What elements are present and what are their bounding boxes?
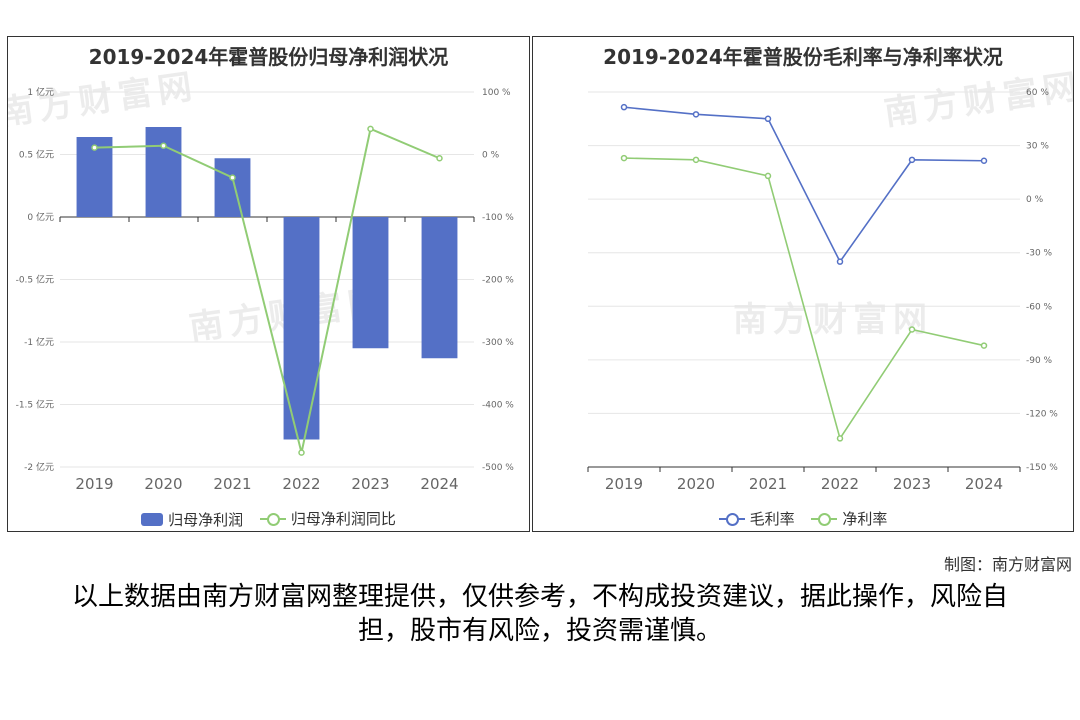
y-tick-label-right: 100 %	[482, 88, 511, 98]
y-tick-label-left: -2 亿元	[24, 461, 54, 473]
y-tick-label-left: 0 亿元	[27, 211, 54, 223]
data-point	[836, 258, 844, 265]
y-tick-label-right: 30 %	[1026, 142, 1049, 152]
x-tick-label: 2020	[677, 475, 715, 493]
y-tick-label-left: -0.5 亿元	[16, 274, 54, 286]
data-point	[764, 172, 772, 180]
bar	[145, 127, 182, 217]
y-tick-label-right: -500 %	[482, 463, 514, 473]
chart-credit: 制图：南方财富网	[943, 555, 1072, 574]
data-point	[620, 103, 628, 111]
x-tick-label: 2024	[965, 475, 1003, 493]
y-tick-label-right: -90 %	[1026, 356, 1053, 366]
data-point	[908, 326, 916, 333]
legend-label: 归母净利润	[168, 510, 244, 529]
data-point	[229, 174, 236, 181]
x-tick-label: 2019	[75, 475, 113, 493]
margin-chart: -150 % -120 % -90 % -60 % -30 % 0 % 30 % 60 % 20…	[587, 88, 1058, 493]
x-tick-label: 2020	[144, 475, 182, 493]
data-point	[436, 155, 443, 162]
data-point	[692, 111, 700, 118]
bar	[352, 217, 389, 349]
y-tick-label-left: -1 亿元	[24, 336, 54, 348]
data-point	[980, 342, 988, 349]
net-profit-chart-panel: 南方财富网 南方财富网 2019-2024年霍普股份归母净利润状况 -2 亿元-…	[7, 36, 530, 532]
y-tick-label-right: -200 %	[482, 276, 514, 286]
legend-item-gross-margin[interactable]: 毛利率	[718, 508, 795, 529]
y-tick-label-right: 60 %	[1026, 88, 1049, 98]
data-point	[367, 125, 374, 133]
data-point	[298, 449, 305, 456]
x-tick-label: 2021	[749, 475, 787, 493]
y-tick-label-right: -400 %	[482, 401, 514, 411]
series-line-yoy	[94, 127, 440, 453]
chart-title: 2019-2024年霍普股份归母净利润状况	[88, 45, 449, 69]
x-tick-label: 2021	[213, 475, 251, 493]
data-point	[764, 115, 772, 123]
y-tick-label-left: 0.5 亿元	[19, 149, 54, 161]
data-point	[908, 156, 916, 164]
y-tick-label-right: -60 %	[1026, 302, 1053, 312]
data-point	[836, 435, 844, 442]
x-tick-label: 2024	[420, 475, 458, 493]
legend: 毛利率 净利率	[533, 508, 1073, 530]
line-swatch-icon	[259, 512, 286, 526]
legend-item-yoy[interactable]: 归母净利润同比	[259, 508, 396, 529]
y-tick-label-right: -30 %	[1026, 249, 1053, 259]
series-line	[623, 106, 985, 264]
bar	[214, 158, 251, 217]
x-tick-label: 2022	[821, 475, 859, 493]
x-tick-label: 2022	[282, 475, 320, 493]
margin-chart-panel: 南方财富网 南方财富网 2019-2024年霍普股份毛利率与净利率状况 -150…	[532, 36, 1074, 532]
x-tick-label: 2019	[605, 475, 643, 493]
net-profit-chart: -2 亿元 -500 % -1.5 亿元 -400 % -1 亿元 -300 % -0.5 …	[16, 86, 515, 493]
legend: 归母净利润 归母净利润同比	[8, 508, 529, 530]
legend-item-net-margin[interactable]: 净利率	[811, 508, 887, 529]
line-swatch-icon	[811, 512, 838, 526]
data-point	[91, 144, 98, 151]
y-tick-label-right: 0 %	[482, 151, 500, 161]
y-tick-label-left: 1 亿元	[27, 86, 54, 98]
y-tick-label-right: -150 %	[1026, 463, 1058, 473]
chart-title: 2019-2024年霍普股份毛利率与净利率状况	[603, 45, 1003, 69]
y-tick-label-right: -120 %	[1026, 409, 1058, 419]
data-point	[692, 156, 700, 164]
data-point	[620, 154, 628, 162]
legend-label: 净利率	[842, 510, 888, 528]
data-point	[160, 142, 167, 149]
series-line	[623, 157, 985, 441]
disclaimer: 以上数据由南方财富网整理提供，仅供参考，不构成投资建议，据此操作，风险自担，股市…	[71, 582, 1008, 646]
x-tick-label: 2023	[893, 475, 931, 493]
legend-label: 归母净利润同比	[290, 510, 396, 528]
y-tick-label-left: -1.5 亿元	[16, 399, 54, 411]
y-tick-label-right: -300 %	[482, 338, 514, 348]
bar-swatch-icon	[141, 512, 164, 526]
legend-label: 毛利率	[749, 510, 795, 528]
y-tick-label-right: 0 %	[1026, 195, 1044, 205]
y-tick-label-right: -100 %	[482, 213, 514, 223]
legend-item-net-profit[interactable]: 归母净利润	[141, 509, 243, 530]
data-point	[980, 157, 988, 164]
x-tick-label: 2023	[351, 475, 389, 493]
bar	[421, 217, 458, 359]
line-swatch-icon	[718, 512, 745, 526]
